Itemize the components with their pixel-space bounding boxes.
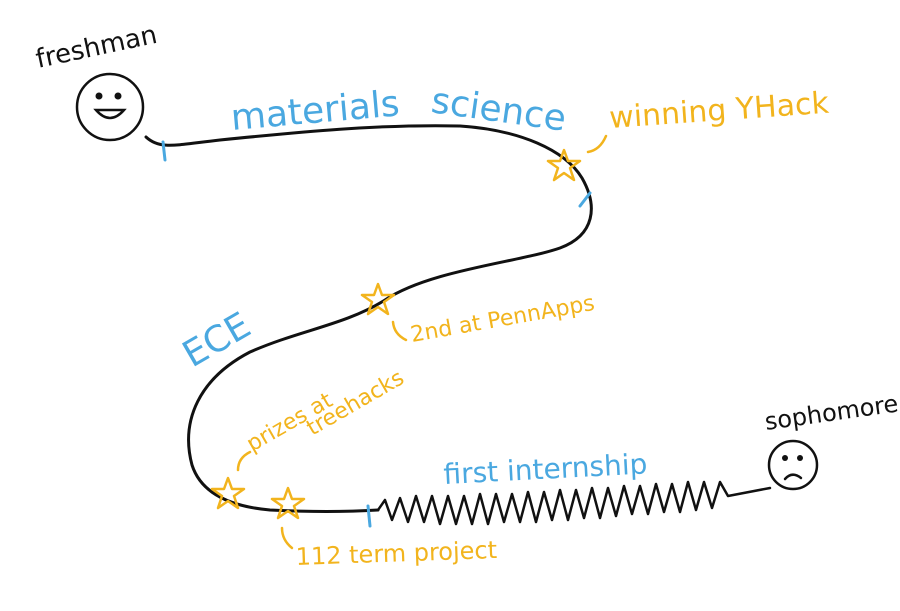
yhack-label: winning YHack <box>608 86 830 136</box>
internship-label: first internship <box>443 447 648 491</box>
freshman-label: freshman <box>33 20 160 75</box>
pennapps-connector <box>391 320 408 342</box>
pennapps-label: 2nd at PennApps <box>409 291 597 348</box>
yhack-connector <box>586 134 608 154</box>
materials-label: materials <box>229 83 401 139</box>
treehacks-connector <box>236 450 252 472</box>
phase-tick-internship <box>366 504 372 528</box>
term-project-label: 112 term project <box>295 536 497 571</box>
sophomore-label: sophomore <box>763 389 900 435</box>
journey-path <box>144 124 593 513</box>
star-icon <box>270 486 306 520</box>
freshman-face-icon <box>75 72 145 142</box>
internship-zigzag <box>376 480 772 526</box>
sophomore-face-icon <box>767 439 819 491</box>
star-icon <box>360 282 396 316</box>
phase-tick-ece <box>578 191 592 208</box>
ece-label: ECE <box>176 305 258 376</box>
term-project-connector <box>280 526 294 550</box>
phase-tick-start <box>161 140 167 162</box>
star-icon <box>210 476 246 510</box>
star-icon <box>546 148 582 182</box>
